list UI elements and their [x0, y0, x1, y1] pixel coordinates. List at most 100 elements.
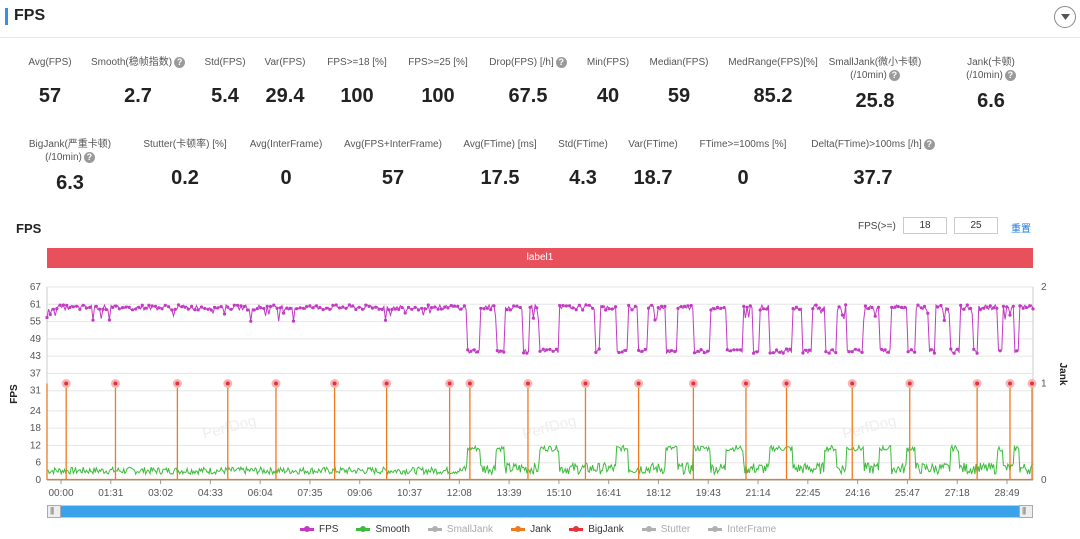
reset-link[interactable]: 重置 — [1011, 224, 1031, 235]
fps-point — [183, 305, 187, 309]
bigjank-point — [447, 381, 452, 386]
label-bar[interactable]: label1 — [47, 248, 1033, 268]
fps-point — [903, 305, 907, 309]
fps-point — [98, 307, 102, 311]
fps-point — [827, 351, 831, 355]
fps-point — [558, 303, 562, 308]
help-icon[interactable]: ? — [83, 151, 95, 163]
stat-label-text: Var(FTime) — [628, 139, 678, 150]
y-tick-label: 0 — [35, 475, 41, 486]
stat-label: Std(FTime) — [518, 138, 648, 151]
stat-label: Delta(FTime)>100ms [/h]? — [808, 138, 938, 151]
fps-point — [545, 348, 549, 352]
fps-point — [541, 347, 545, 351]
x-tick-label: 10:37 — [397, 488, 422, 499]
fps-point — [390, 307, 394, 311]
stat-r1-10: SmallJank(微小卡顿) (/10min)? 25.8 — [810, 56, 940, 113]
legend-item-jank[interactable]: Jank — [511, 524, 551, 535]
fps-threshold-1-input[interactable] — [903, 217, 947, 234]
fps-point — [699, 348, 703, 352]
fps-point — [1024, 305, 1028, 310]
stat-value: 18.7 — [633, 167, 673, 189]
fps-point — [334, 303, 338, 307]
legend-item-bigjank[interactable]: BigJank — [569, 524, 624, 535]
stat-r2-8: Delta(FTime)>100ms [/h]? 37.7 — [808, 138, 938, 190]
fps-point — [712, 307, 716, 311]
stat-value: 59 — [667, 85, 691, 107]
collapse-toggle-button[interactable] — [1054, 6, 1076, 28]
fps-point — [476, 350, 480, 354]
fps-point — [561, 303, 565, 308]
slider-right-handle[interactable] — [1019, 505, 1033, 518]
fps-point — [272, 303, 276, 307]
fps-point — [321, 308, 325, 312]
fps-point — [758, 308, 762, 312]
fps-point — [574, 308, 578, 312]
stat-r2-6: Var(FTime) 18.7 — [588, 138, 718, 190]
fps-point — [48, 312, 52, 317]
fps-point — [729, 349, 733, 353]
fps-point — [1028, 304, 1032, 308]
stat-label: Var(FPS) — [220, 56, 350, 69]
help-icon[interactable]: ? — [888, 69, 900, 81]
fps-point — [324, 306, 328, 310]
legend-item-smooth[interactable]: Smooth — [356, 524, 410, 535]
fps-point — [870, 305, 874, 310]
legend-item-smalljank[interactable]: SmallJank — [427, 524, 493, 535]
slider-left-handle[interactable] — [47, 505, 61, 518]
help-icon[interactable]: ? — [555, 56, 567, 68]
fps-threshold-2-input[interactable] — [954, 217, 998, 234]
fps-point — [709, 308, 713, 312]
help-icon[interactable]: ? — [174, 56, 186, 68]
y-tick-label: 61 — [30, 299, 42, 310]
y-tick-label: 55 — [30, 317, 42, 328]
fps-point — [735, 348, 739, 352]
fps-point — [775, 348, 779, 352]
help-icon[interactable]: ? — [1004, 69, 1016, 81]
legend-item-stutter[interactable]: Stutter — [641, 524, 690, 535]
fps-point — [410, 307, 414, 311]
fps-point — [374, 305, 378, 309]
help-icon[interactable]: ? — [923, 138, 935, 150]
y-right-tick-label: 1 — [1041, 379, 1047, 390]
fps-point — [1008, 313, 1012, 317]
fps-point — [104, 307, 108, 312]
legend-item-fps[interactable]: FPS — [300, 524, 338, 535]
fps-point — [124, 305, 128, 309]
legend-item-interframe[interactable]: InterFrame — [708, 524, 776, 535]
fps-point — [196, 308, 200, 312]
stat-label-text: Std(FTime) — [558, 139, 608, 150]
fps-point — [259, 306, 263, 310]
fps-point — [318, 305, 322, 310]
bigjank-point — [332, 381, 337, 386]
fps-point — [689, 303, 693, 308]
fps-point — [637, 348, 641, 352]
fps-point — [111, 305, 115, 309]
fps-point — [377, 307, 381, 311]
fps-point — [919, 306, 923, 310]
fps-point — [847, 350, 851, 354]
bigjank-point — [225, 381, 230, 386]
fps-point — [876, 305, 881, 309]
fps-point — [107, 318, 111, 322]
fps-point — [262, 306, 266, 311]
stat-label: Jank(卡顿) (/10min)? — [926, 56, 1056, 82]
fps-point — [857, 348, 861, 352]
fps-point — [295, 307, 299, 311]
fps-point — [147, 303, 151, 307]
fps-point — [528, 305, 532, 309]
fps-point — [607, 307, 611, 311]
fps-point — [173, 307, 177, 311]
fps-point — [886, 350, 891, 354]
bigjank-point — [384, 381, 389, 386]
fps-point — [406, 305, 411, 309]
fps-point — [347, 303, 351, 307]
fps-point — [429, 306, 434, 310]
x-tick-label: 13:39 — [497, 488, 522, 499]
time-range-slider[interactable] — [47, 505, 1033, 518]
fps-point — [995, 306, 999, 310]
fps-point — [1001, 304, 1006, 308]
stat-label-text: Median(FPS) — [649, 57, 709, 68]
stat-value: 2.7 — [124, 85, 152, 107]
fps-point — [397, 307, 401, 311]
